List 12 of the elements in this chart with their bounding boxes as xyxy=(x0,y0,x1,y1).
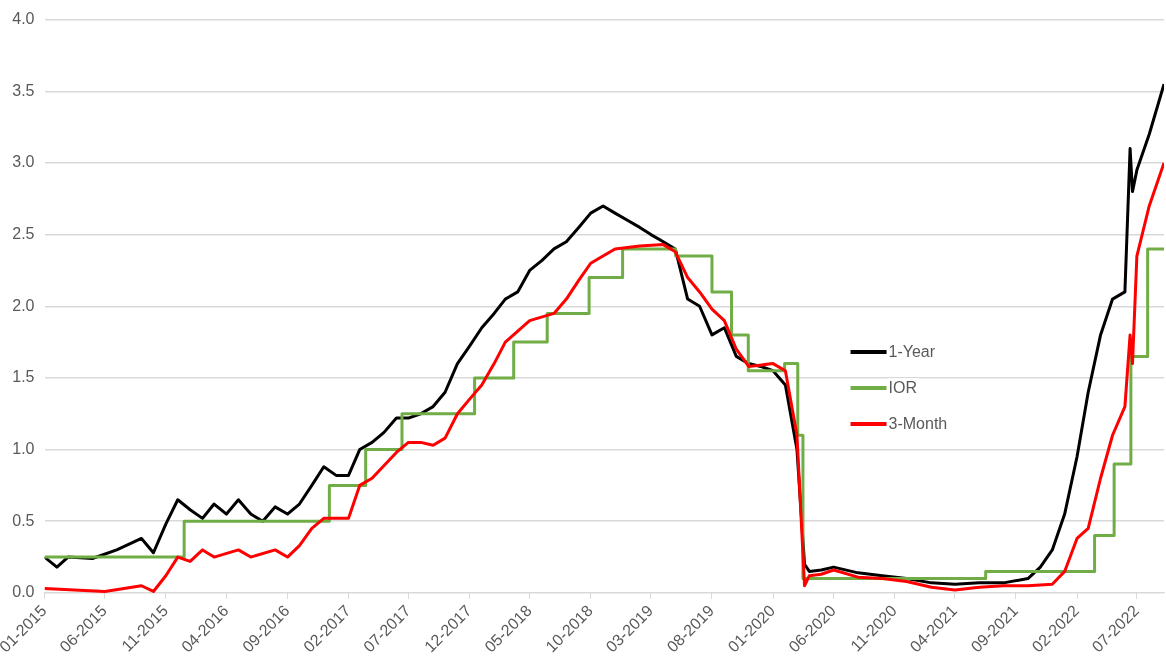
y-tick-label: 3.5 xyxy=(12,81,35,99)
y-tick-label: 4.0 xyxy=(12,10,35,28)
legend-label: 1-Year xyxy=(888,342,936,360)
legend-label: 3-Month xyxy=(888,414,948,432)
y-tick-label: 3.0 xyxy=(12,153,35,171)
y-tick-label: 2.5 xyxy=(12,224,35,242)
y-tick-label: 1.5 xyxy=(12,368,35,386)
y-tick-label: 1.0 xyxy=(12,439,35,457)
y-tick-label: 2.0 xyxy=(12,296,35,314)
y-tick-label: 0.5 xyxy=(12,511,35,529)
y-tick-label: 0.0 xyxy=(12,583,35,601)
legend-label: IOR xyxy=(888,378,917,396)
